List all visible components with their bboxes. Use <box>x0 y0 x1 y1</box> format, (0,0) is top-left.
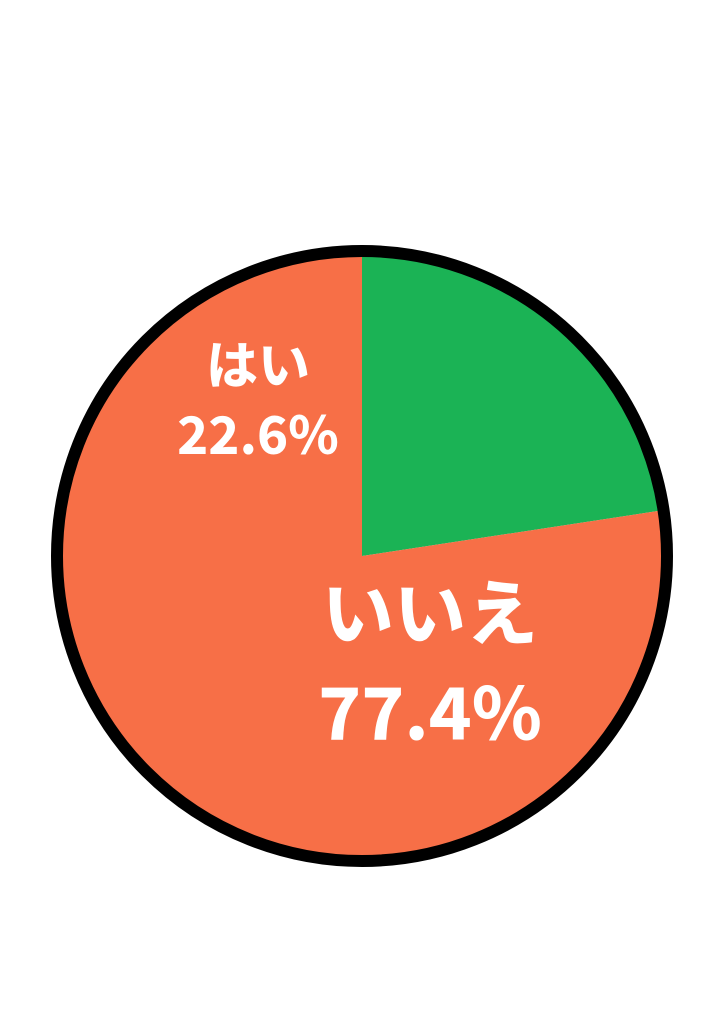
pie-chart: はい22.6% いいえ77.4% <box>0 0 724 1024</box>
pie-chart-container: はい22.6% いいえ77.4% <box>0 0 724 1024</box>
slice-value: 77.4% <box>318 656 542 761</box>
slice-value: 22.6% <box>177 394 339 469</box>
slice-label: はい <box>206 324 310 399</box>
slice-label: いいえ <box>322 556 538 661</box>
